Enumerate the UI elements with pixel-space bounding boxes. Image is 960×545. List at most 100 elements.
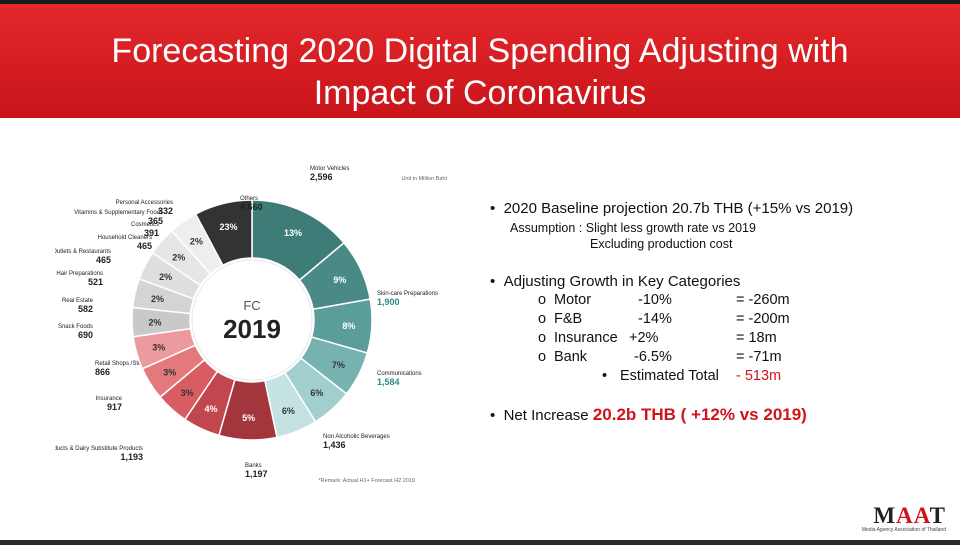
- segment-pct-label: 7%: [332, 360, 345, 370]
- center-label-year: 2019: [223, 314, 281, 344]
- segment-pct-label: 23%: [220, 222, 238, 232]
- category-value: 1,197: [245, 469, 268, 479]
- category-value: = 18m: [736, 330, 777, 346]
- baseline-text: 2020 Baseline projection 20.7b THB (+15%…: [503, 200, 854, 217]
- category-name: Skin-care Preparations: [377, 291, 438, 297]
- maat-logo: MAAT Media Agency Association of Thailan…: [856, 503, 946, 535]
- category-name: Retail Shops /Stores: [95, 361, 150, 367]
- category-name: Hair Preparations: [56, 271, 103, 277]
- category-value: = -200m: [736, 311, 790, 327]
- bullet-dot: •: [490, 407, 504, 424]
- segment-pct-label: 5%: [242, 413, 255, 423]
- sub-bullet: o: [538, 311, 547, 327]
- category-name: Others: [240, 196, 258, 202]
- category-value: 690: [78, 330, 93, 340]
- category-value: 391: [144, 228, 159, 238]
- category-value: 1,193: [120, 452, 143, 462]
- title-line-2: Impact of Coronavirus: [313, 74, 647, 112]
- segment-pct-label: 3%: [181, 388, 194, 398]
- estimated-value: - 513m: [736, 368, 782, 384]
- bullet-dot: •: [490, 200, 504, 217]
- category-name: Bank: [554, 349, 588, 365]
- category-value: 465: [96, 255, 111, 265]
- category-value: 1,436: [323, 440, 346, 450]
- baseline-bullet: • 2020 Baseline projection 20.7b THB (+1…: [490, 200, 853, 217]
- category-value: = -71m: [736, 349, 782, 365]
- segment-pct-label: 4%: [204, 404, 217, 414]
- category-name: F&B: [554, 311, 583, 327]
- excluding-text: Excluding production cost: [590, 237, 733, 251]
- donut-center: [191, 259, 313, 381]
- segment-pct-label: 8%: [342, 321, 355, 331]
- title-banner: Forecasting 2020 Digital Spending Adjust…: [0, 0, 960, 118]
- category-name: Dairy Products & Dairy Substitute Produc…: [55, 446, 143, 452]
- segment-pct-label: 13%: [284, 228, 302, 238]
- category-value: 2,596: [310, 172, 333, 182]
- sub-bullet-dot: •: [602, 368, 608, 384]
- adjusting-text: Adjusting Growth in Key Categories: [503, 273, 741, 290]
- estimated-label: Estimated Total: [620, 368, 719, 384]
- category-name: Insurance: [96, 396, 123, 402]
- category-name: Snack Foods: [58, 324, 93, 330]
- logo-subtitle: Media Agency Association of Thailand: [861, 527, 946, 533]
- donut-segment: [194, 199, 253, 267]
- sub-bullet: o: [538, 292, 547, 308]
- segment-pct-label: 9%: [333, 275, 346, 285]
- bullet-dot: •: [490, 273, 504, 290]
- category-name: Motor: [554, 292, 592, 308]
- segment-pct-label: 2%: [190, 237, 203, 247]
- category-value: 365: [148, 216, 163, 226]
- remark-note: *Remark: Actual H1+ Forecast H2 2019: [319, 478, 415, 484]
- category-name: Motor Vehicles: [310, 166, 349, 172]
- category-value: 465: [137, 241, 152, 251]
- category-name: Cosmetics: [131, 222, 159, 228]
- title-line-1: Forecasting 2020 Digital Spending Adjust…: [111, 32, 849, 70]
- category-value: 4,660: [240, 202, 263, 212]
- segment-pct-label: 3%: [163, 367, 176, 377]
- segment-pct-label: 2%: [149, 318, 162, 328]
- category-name: Non Alcoholic Beverages: [323, 434, 390, 440]
- bottom-bar: [0, 540, 960, 545]
- assumption-text: Assumption : Slight less growth rate vs …: [510, 221, 756, 235]
- category-value: 917: [107, 402, 122, 412]
- adjusting-bullet: • Adjusting Growth in Key Categories: [490, 273, 740, 290]
- category-value: 1,900: [377, 297, 400, 307]
- category-name: Communications: [377, 371, 422, 377]
- category-value: = -260m: [736, 292, 790, 308]
- segment-category-label: Dairy Products & Dairy Substitute Produc…: [29, 446, 143, 462]
- category-name: Vitamins & Supplementary Foods: [74, 210, 163, 216]
- category-name: Insurance: [554, 330, 618, 346]
- logo-wordmark: MAAT: [873, 503, 946, 528]
- category-name: Personal Accessories: [116, 200, 173, 206]
- sub-bullet: o: [538, 349, 547, 365]
- unit-note: Unit in Million Baht: [401, 176, 447, 182]
- segment-pct-label: 2%: [172, 252, 185, 262]
- category-value: 1,584: [377, 377, 400, 387]
- category-name: Household Cleaners: [98, 235, 152, 241]
- net-increase-bullet: • Net Increase 20.2b THB ( +12% vs 2019): [490, 405, 807, 425]
- category-name: Food Outlets & Restaurants: [55, 249, 111, 255]
- category-pct: -6.5%: [634, 349, 672, 365]
- segment-pct-label: 6%: [310, 388, 323, 398]
- segment-pct-label: 2%: [151, 294, 164, 304]
- category-value: 866: [95, 367, 110, 377]
- sub-bullet: o: [538, 330, 547, 346]
- donut-chart-container: 13% Motor Vehicles 2,596 9% Skin-care Prepar…: [29, 160, 455, 495]
- net-value: 20.2b THB ( +12% vs 2019): [592, 405, 807, 424]
- net-label: Net Increase: [503, 407, 589, 424]
- segment-pct-label: 2%: [159, 272, 172, 282]
